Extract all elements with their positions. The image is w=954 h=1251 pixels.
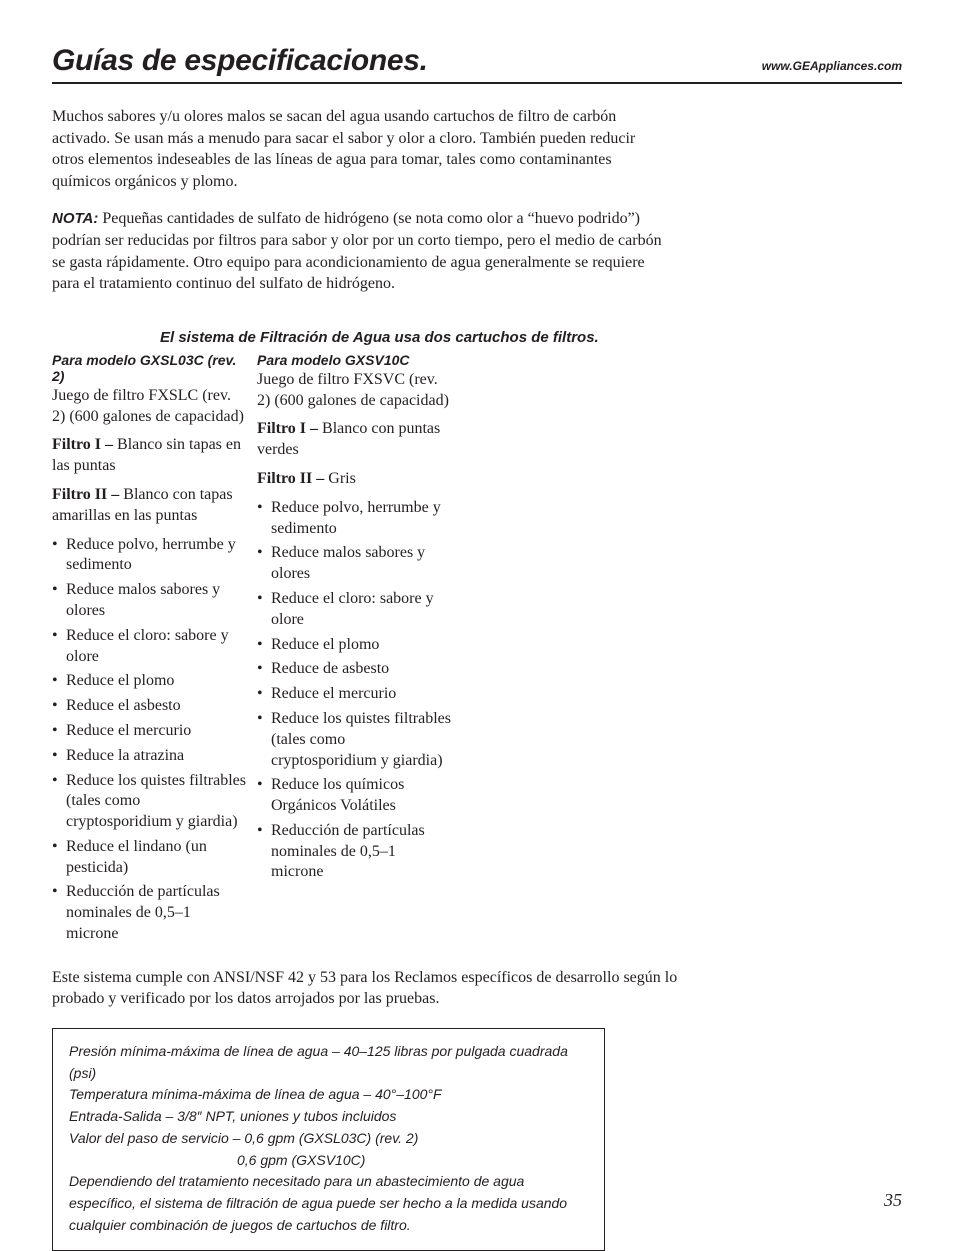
list-item: Reduce el lindano (un pesticida): [52, 837, 247, 879]
model-columns: Para modelo GXSL03C (rev. 2) Juego de fi…: [52, 352, 902, 953]
list-item: Reduce los quistes filtrables (tales com…: [52, 771, 247, 833]
spec-line: Entrada-Salida – 3/8″ NPT, uniones y tub…: [69, 1106, 588, 1128]
spec-line-indent: 0,6 gpm (GXSV10C): [69, 1150, 588, 1172]
col-heading-right: Para modelo GXSV10C: [257, 352, 452, 368]
bullets-left: Reduce polvo, herrumbe y sedimento Reduc…: [52, 535, 247, 945]
list-item: Reduce malos sabores y olores: [257, 543, 452, 585]
intro-paragraph-1: Muchos sabores y/u olores malos se sacan…: [52, 106, 662, 192]
kit-right: Juego de filtro FXSVC (rev. 2) (600 galo…: [257, 370, 452, 412]
list-item: Reduce el cloro: sabore y olore: [52, 626, 247, 668]
spec-line: Valor del paso de servicio – 0,6 gpm (GX…: [69, 1128, 588, 1150]
list-item: Reduce el plomo: [257, 635, 452, 656]
list-item: Reduce el asbesto: [52, 696, 247, 717]
header-bar: Guías de especificaciones. www.GEApplian…: [52, 44, 902, 84]
list-item: Reduce los químicos Orgánicos Volátiles: [257, 775, 452, 817]
col-heading-left: Para modelo GXSL03C (rev. 2): [52, 352, 247, 384]
filtro2-right: Filtro II – Gris: [257, 469, 452, 490]
bullets-right: Reduce polvo, herrumbe y sedimento Reduc…: [257, 498, 452, 884]
spec-box: Presión mínima-máxima de línea de agua –…: [52, 1028, 605, 1251]
spec-line: Presión mínima-máxima de línea de agua –…: [69, 1041, 588, 1084]
filtro2-left: Filtro II – Blanco con tapas amarillas e…: [52, 485, 247, 527]
list-item: Reducción de partículas nominales de 0,5…: [52, 882, 247, 944]
filtro1-left: Filtro I – Blanco sin tapas en las punta…: [52, 435, 247, 477]
list-item: Reduce polvo, herrumbe y sedimento: [257, 498, 452, 540]
list-item: Reduce malos sabores y olores: [52, 580, 247, 622]
filtro1-right: Filtro I – Blanco con puntas verdes: [257, 419, 452, 461]
system-subtitle: El sistema de Filtración de Agua usa dos…: [52, 329, 902, 346]
list-item: Reduce el mercurio: [52, 721, 247, 742]
compliance-text: Este sistema cumple con ANSI/NSF 42 y 53…: [52, 967, 692, 1010]
spec-line: Temperatura mínima-máxima de línea de ag…: [69, 1084, 588, 1106]
list-item: Reduce el plomo: [52, 671, 247, 692]
list-item: Reducción de partículas nominales de 0,5…: [257, 821, 452, 883]
list-item: Reduce de asbesto: [257, 659, 452, 680]
list-item: Reduce los quistes filtrables (tales com…: [257, 709, 452, 771]
list-item: Reduce la atrazina: [52, 746, 247, 767]
spec-line: Dependiendo del tratamiento necesitado p…: [69, 1171, 588, 1236]
page-number: 35: [884, 1190, 902, 1211]
list-item: Reduce el cloro: sabore y olore: [257, 589, 452, 631]
col-gxsv10c: Para modelo GXSV10C Juego de filtro FXSV…: [257, 352, 452, 953]
brand-url: www.GEAppliances.com: [762, 59, 902, 73]
kit-left: Juego de filtro FXSLC (rev. 2) (600 galo…: [52, 386, 247, 428]
col-gxsl03c: Para modelo GXSL03C (rev. 2) Juego de fi…: [52, 352, 247, 953]
nota-label: NOTA:: [52, 210, 98, 227]
page-title: Guías de especificaciones.: [52, 44, 428, 78]
list-item: Reduce el mercurio: [257, 684, 452, 705]
intro-nota: NOTA: Pequeñas cantidades de sulfato de …: [52, 208, 662, 294]
list-item: Reduce polvo, herrumbe y sedimento: [52, 535, 247, 577]
nota-text: Pequeñas cantidades de sulfato de hidróg…: [52, 210, 662, 292]
